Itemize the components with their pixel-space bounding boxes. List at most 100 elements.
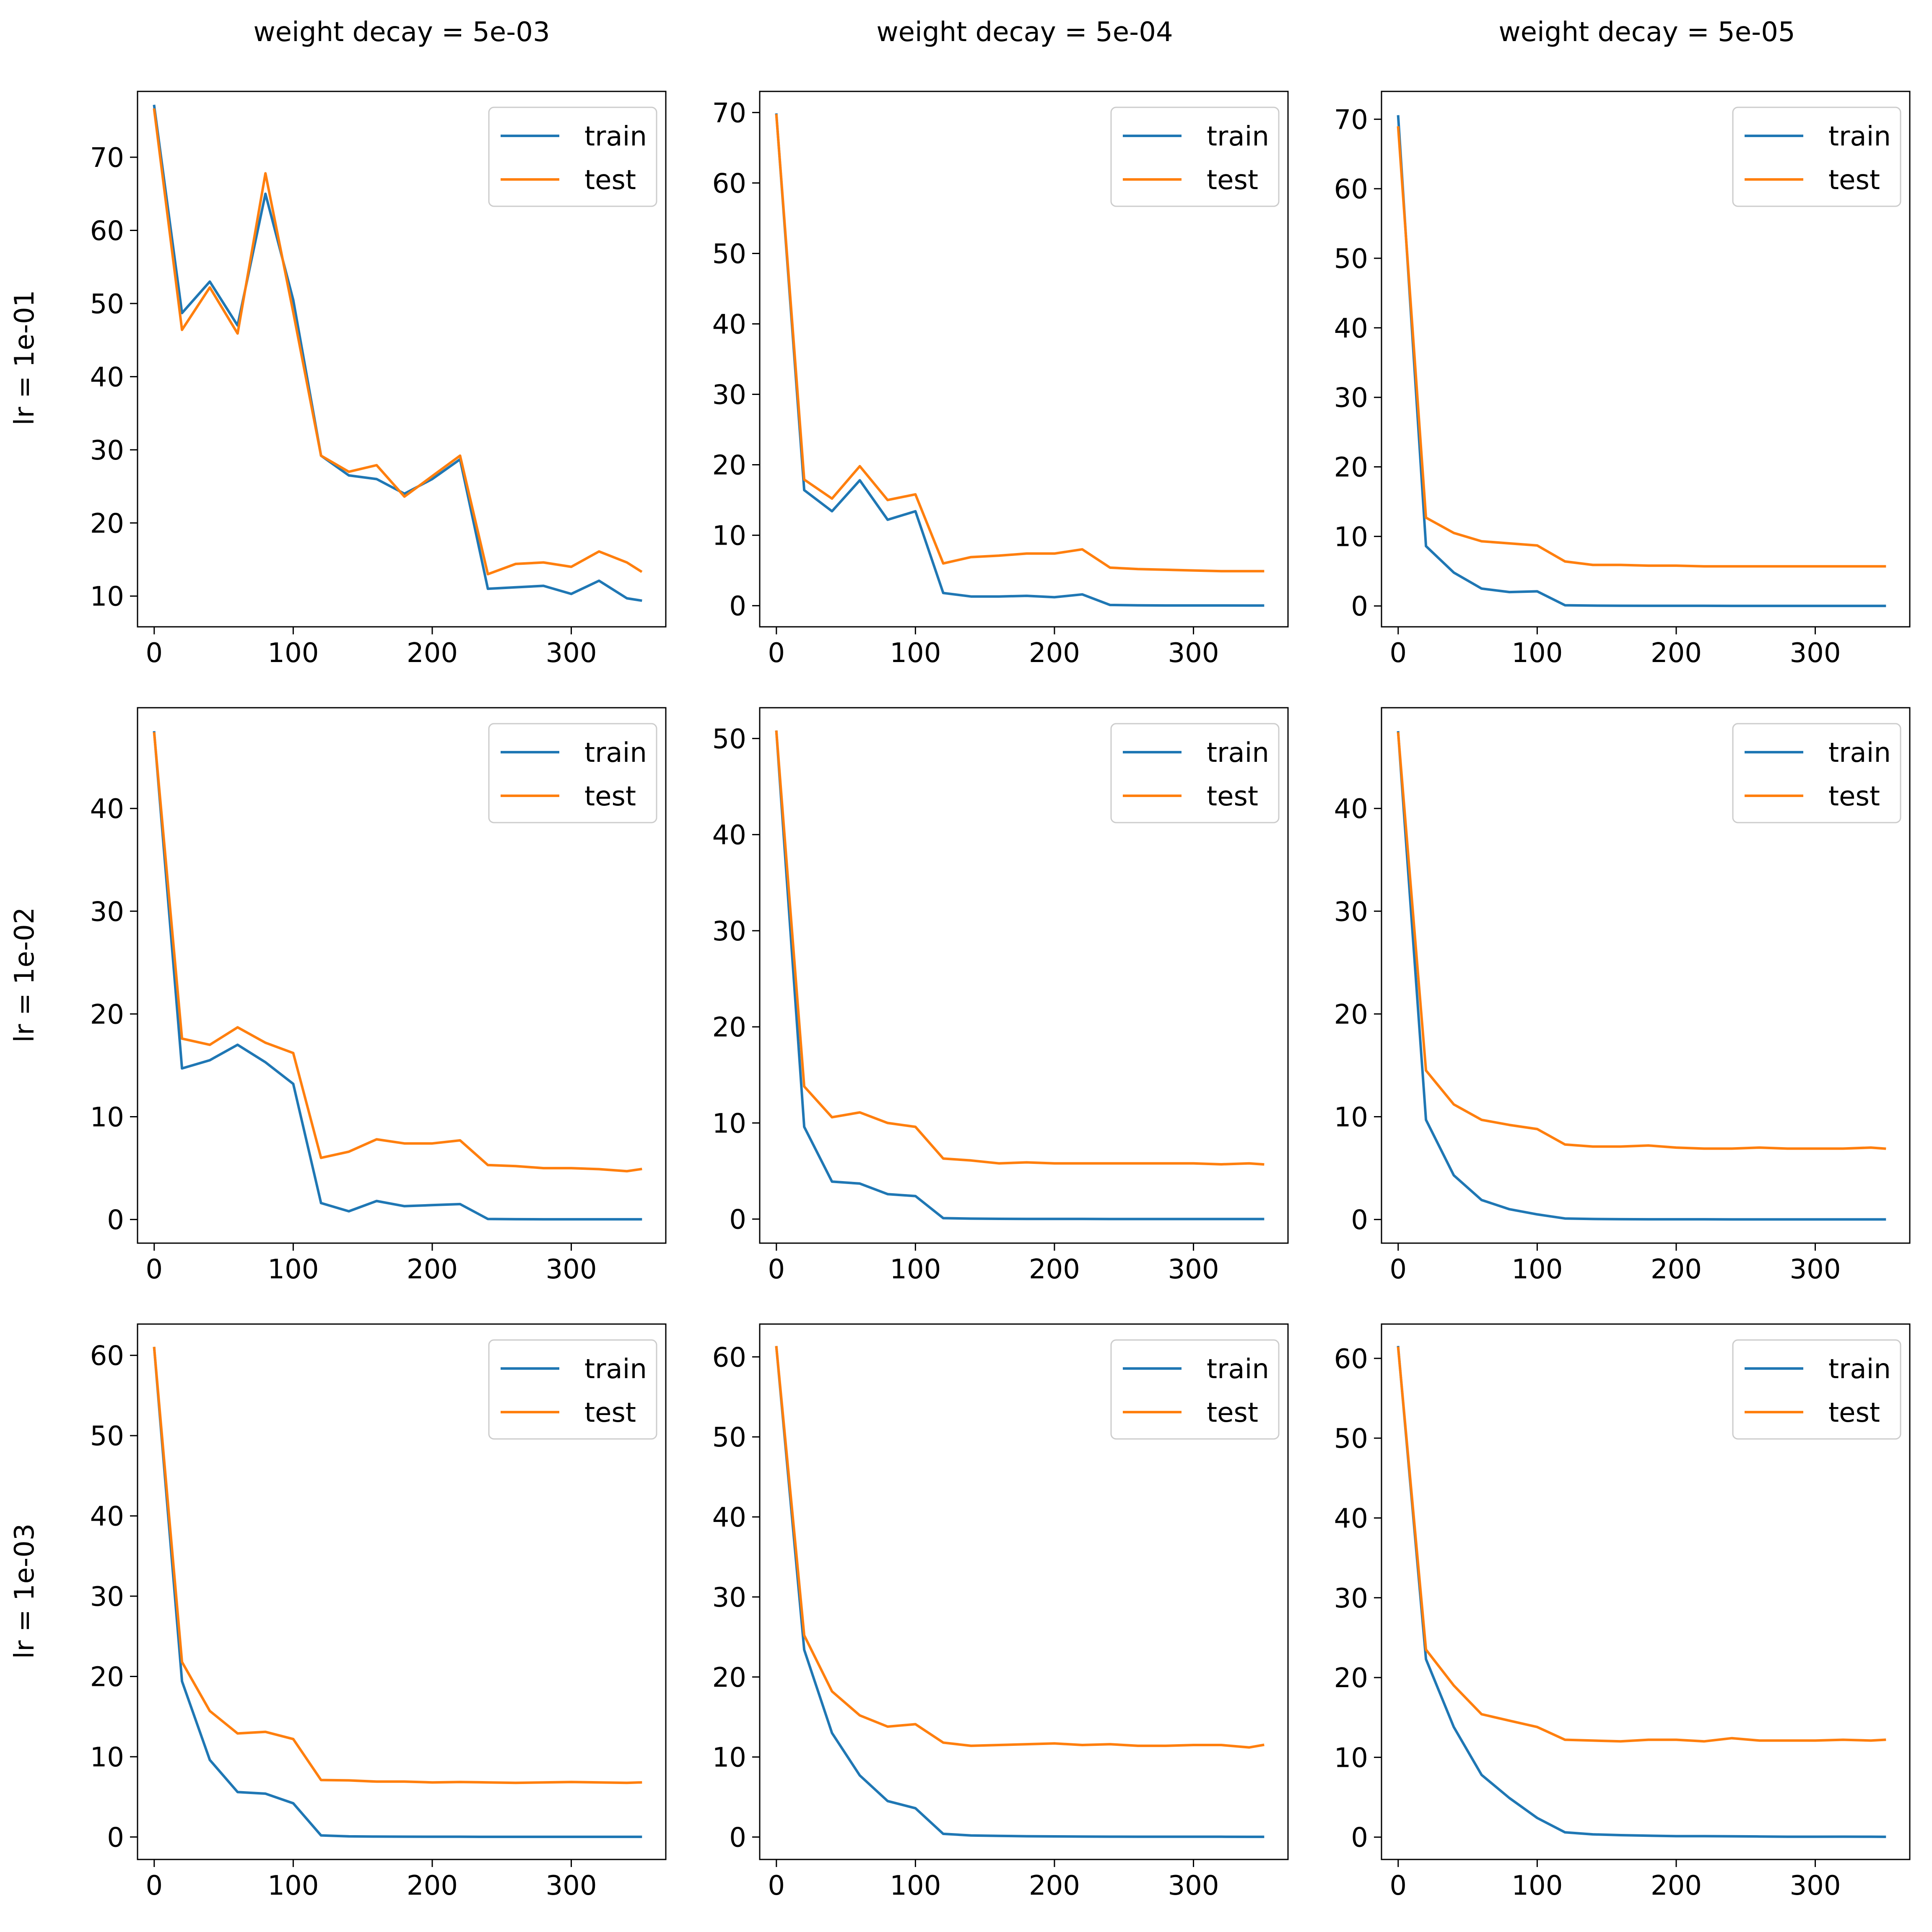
subplot-2-train-line [775,113,1265,607]
subplot-4-xtick-label: 300 [545,1254,597,1285]
subplot-6-ytick-label: 0 [1351,1205,1368,1236]
subplot-8-ytick-label: 20 [712,1662,746,1693]
subplot-1-ytick-label: 30 [90,435,124,466]
subplot-3-xtick-label: 100 [1511,638,1563,669]
subplot-4: 0 100 200 300 0 10 20 30 40 train test [90,707,667,1285]
subplot-1-ytick-label: 70 [90,143,124,174]
subplot-1-ytick-label: 10 [90,582,124,613]
subplot-1-xtick-label: 100 [267,638,319,669]
subplot-8: 0 100 200 300 0 10 20 30 40 50 60 train test [712,1323,1289,1901]
subplot-5-legend-test-label: test [1207,781,1258,812]
subplot-4-ytick-label: 20 [90,999,124,1030]
subplot-5-xtick-label: 300 [1168,1254,1219,1285]
subplot-1-legend [488,106,657,207]
subplot-2-ytick-label: 70 [712,98,746,129]
subplot-5-ytick-label: 30 [712,916,746,947]
subplot-8-ytick-label: 40 [712,1502,746,1533]
subplot-7-ytick-label: 40 [90,1501,124,1532]
subplot-5-ytick-label: 40 [712,820,746,851]
subplot-3-ytick-label: 0 [1351,591,1368,622]
subplot-4-ytick-label: 10 [90,1102,124,1133]
subplot-6-xtick-label: 300 [1789,1254,1841,1285]
subplot-9-ytick-label: 0 [1351,1823,1368,1854]
subplot-8-ytick-label: 60 [712,1342,746,1373]
subplot-6-legend-test-label: test [1828,781,1880,812]
subplot-8-ytick-label: 30 [712,1582,746,1613]
row-title-2: lr = 1e-02 [9,907,40,1042]
subplot-2-legend-train-label: train [1207,121,1269,152]
subplot-9-ytick-label: 60 [1334,1344,1368,1375]
subplot-2-ytick-label: 50 [712,239,746,270]
subplot-1: 0 100 200 300 10 20 30 40 50 60 70 train test [90,91,667,669]
subplot-4-frame [137,707,667,1244]
subplot-2-legend [1110,106,1280,207]
column-title-3: weight decay = 5e-05 [1498,17,1795,48]
subplot-9-frame [1381,1323,1911,1860]
subplot-7-train-line [153,1347,642,1838]
subplot-7: 0 100 200 300 0 10 20 30 40 50 60 train test [90,1323,667,1901]
subplot-9-legend-train-label: train [1828,1354,1891,1385]
column-title-1: weight decay = 5e-03 [253,17,550,48]
subplot-8-ytick-label: 10 [712,1742,746,1774]
subplot-6-xtick-label: 0 [1389,1254,1407,1285]
subplot-1-ytick-label: 40 [90,362,124,393]
subplot-8-ytick-label: 50 [712,1422,746,1453]
subplot-3-legend-train-label: train [1828,121,1891,152]
subplot-6-ytick-label: 30 [1334,896,1368,927]
subplot-9-legend [1732,1339,1901,1440]
subplot-3-legend [1732,106,1901,207]
subplot-1-legend-test-label: test [584,165,636,196]
subplot-7-xtick-label: 300 [545,1870,597,1901]
subplot-9-ytick-label: 50 [1334,1423,1368,1454]
subplot-9-legend-test-label: test [1828,1397,1880,1428]
subplot-9-ytick-label: 40 [1334,1503,1368,1534]
subplot-7-xtick-label: 0 [145,1870,163,1901]
subplot-3-frame [1381,91,1911,628]
subplot-1-legend-train-label: train [584,121,647,152]
subplot-2: 0 100 200 300 0 10 20 30 40 50 60 70 train test [712,91,1289,669]
subplot-7-frame [137,1323,667,1860]
subplot-3-xtick-label: 300 [1789,638,1841,669]
subplot-5-test-line [775,730,1265,1166]
subplot-9-xtick-label: 0 [1389,1870,1407,1901]
subplot-3-ytick-label: 30 [1334,383,1368,414]
subplot-1-ytick-label: 60 [90,216,124,247]
subplot-5-train-line [775,730,1265,1220]
subplot-5-xtick-label: 100 [890,1254,941,1285]
subplot-2-legend-test-label: test [1207,165,1258,196]
subplot-6-train-line [1397,731,1886,1221]
subplot-4-legend-train-label: train [584,737,647,769]
subplot-8-test-line [775,1346,1265,1749]
subplot-5-xtick-label: 200 [1029,1254,1080,1285]
subplot-4-ytick-label: 30 [90,896,124,927]
subplot-2-ytick-label: 40 [712,309,746,340]
subplot-9-xtick-label: 100 [1511,1870,1563,1901]
subplot-3: 0 100 200 300 0 10 20 30 40 50 60 70 train test [1334,91,1911,669]
subplot-9-test-line [1397,1346,1886,1743]
subplot-3-ytick-label: 40 [1334,313,1368,344]
subplot-7-ytick-label: 30 [90,1581,124,1613]
subplot-2-xtick-label: 0 [768,638,785,669]
subplot-7-ytick-label: 10 [90,1742,124,1773]
subplot-1-xtick-label: 0 [145,638,163,669]
subplot-6-test-line [1397,732,1886,1150]
subplot-1-ytick-label: 20 [90,508,124,539]
subplot-6-ytick-label: 40 [1334,794,1368,825]
subplot-6-ytick-label: 20 [1334,999,1368,1030]
subplot-8-ytick-label: 0 [729,1823,746,1854]
subplot-2-ytick-label: 60 [712,168,746,199]
subplot-4-legend-test-label: test [584,781,636,812]
subplot-9: 0 100 200 300 0 10 20 30 40 50 60 train test [1334,1323,1911,1901]
subplot-8-xtick-label: 300 [1168,1870,1219,1901]
column-title-2: weight decay = 5e-04 [876,17,1173,48]
subplot-6-legend-train-label: train [1828,737,1891,769]
subplot-3-xtick-label: 200 [1651,638,1702,669]
subplot-3-ytick-label: 10 [1334,522,1368,553]
subplot-5-xtick-label: 0 [768,1254,785,1285]
subplot-5-ytick-label: 10 [712,1108,746,1139]
subplot-5-legend [1110,723,1280,823]
subplot-9-train-line [1397,1345,1886,1839]
subplot-2-ytick-label: 0 [729,591,746,622]
subplot-5-ytick-label: 50 [712,724,746,755]
